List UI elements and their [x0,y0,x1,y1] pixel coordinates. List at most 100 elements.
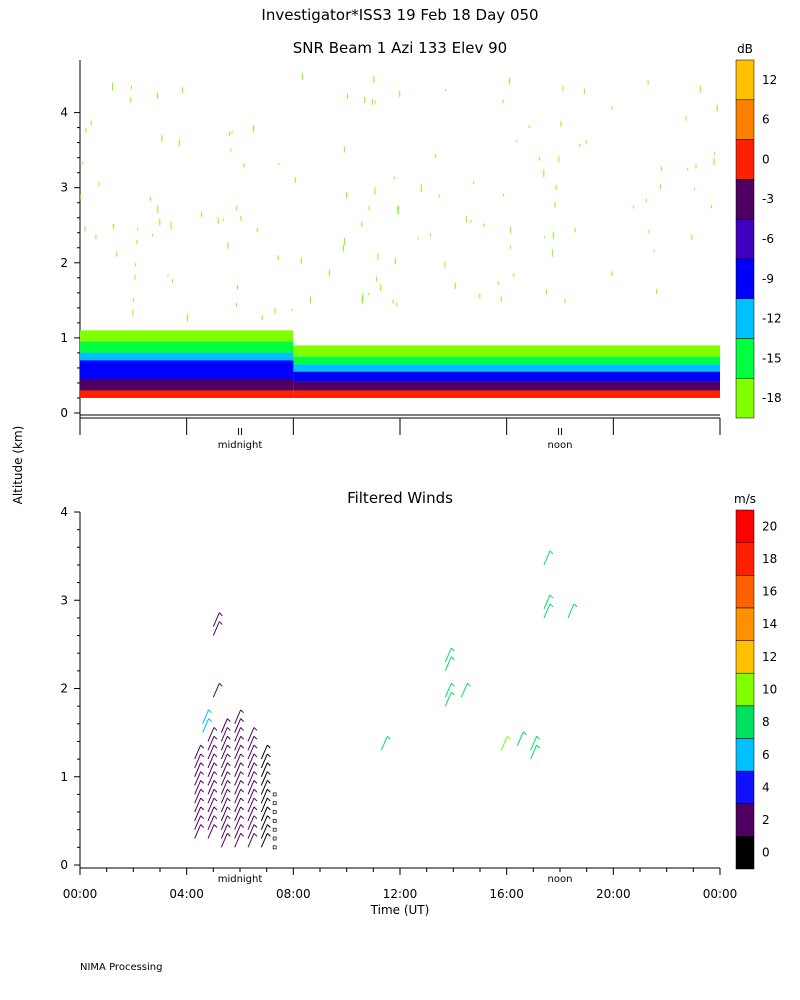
snr-speckle [253,125,255,133]
winds-y-tick-label: 2 [60,682,68,696]
wind-barb-flag [549,550,554,555]
wind-barb [194,744,202,760]
wind-barb [260,824,268,839]
wind-barb [260,797,268,813]
wind-barb-flag [218,621,223,625]
x-axis-label: Time (UT) [370,903,430,917]
wind-calm-marker [272,792,277,797]
snr-layer [293,371,720,382]
wind-barb [194,797,202,813]
snr-speckle [170,221,172,230]
wind-barb [212,612,220,627]
snr-speckle [543,169,545,178]
snr-speckle [685,116,687,121]
snr-speckle [236,205,238,211]
wind-barb [247,824,255,839]
winds-colorbar-tick: 2 [762,813,770,827]
snr-speckle [156,92,158,99]
snr-speckle [430,233,432,237]
winds-x-tick-label: 04:00 [169,887,204,901]
snr-colorbar-cell [735,59,755,101]
snr-speckle [294,177,296,183]
wind-barb [234,709,242,724]
winds-colorbar-tick: 14 [762,617,777,631]
winds-colorbar-tick: 8 [762,715,770,729]
snr-speckle [660,166,662,172]
winds-plot: 0 1 2 3 4 00:00 04:00 08:00 12:00 16:00 20:00 00:00… [60,505,737,901]
wind-barb [234,718,242,733]
snr-speckle [301,73,303,81]
wind-barb [202,709,210,724]
snr-speckle [551,249,553,257]
snr-speckle [632,206,634,209]
snr-speckle [713,152,715,155]
wind-barb-flag [208,709,213,714]
snr-speckle [84,226,86,232]
wind-barb-flag [200,806,205,811]
wind-barb [234,824,242,839]
snr-layer-early [80,379,294,391]
wind-barb [260,806,268,822]
wind-barb-flag [226,744,231,749]
snr-speckle [583,88,585,94]
wind-barb-flag [240,771,245,775]
wind-barb [500,736,508,751]
snr-colorbar-tick: 6 [762,113,770,127]
wind-barb [207,815,215,830]
wind-barb-flag [253,744,258,749]
processing-label: NIMA Processing [80,962,162,973]
snr-speckle [438,194,440,198]
snr-speckle [399,90,401,97]
winds-y-tick-label: 3 [60,593,68,607]
wind-barb [247,815,255,830]
wind-barb-flag [226,735,231,740]
wind-barb [207,797,215,813]
wind-barb-flag [253,753,258,758]
snr-speckle [376,276,378,282]
snr-speckle [562,86,564,91]
wind-barb [194,762,202,777]
snr-colorbar-cell [735,179,755,220]
snr-speckle [509,245,511,249]
wind-barb [444,683,452,698]
wind-barb [444,691,452,707]
wind-barb [247,789,255,804]
snr-speckle [230,148,232,152]
snr-speckle [579,143,581,147]
snr-speckle [502,193,504,197]
snr-speckle [374,187,376,195]
snr-speckle [361,221,363,228]
wind-barb-flag [240,718,245,722]
wind-barb [516,731,524,747]
wind-barb [234,789,242,804]
wind-barb-flag [200,815,205,820]
wind-barb [220,789,228,804]
snr-speckle [393,176,395,180]
wind-barb-flag [240,753,245,758]
snr-y-tick-label: 3 [60,181,68,195]
snr-speckle [699,85,701,93]
wind-barb [567,603,575,619]
snr-speckle [368,293,370,296]
winds-colorbar: m/s 0 2 4 6 8 10 12 14 16 18 20 [734,492,777,870]
wind-barb-flag [208,718,213,722]
wind-barb [194,806,202,822]
snr-layer-early [80,360,294,382]
snr-speckle [656,289,658,294]
wind-barb [234,797,242,813]
wind-barb-flag [226,780,231,784]
snr-speckle [157,205,159,213]
snr-speckle [695,164,697,169]
snr-heatmap-plot: 0 1 2 3 4 II midnight II noon [60,60,721,451]
wind-barb [234,753,242,769]
wind-barb-flag [213,771,218,775]
winds-y-tick-label: 0 [60,858,68,872]
wind-barb-flag [213,735,218,740]
snr-speckle [116,251,118,257]
winds-colorbar-tick: 20 [762,519,777,533]
wind-barb [207,727,215,742]
wind-barb-flag [213,780,218,784]
wind-calm-marker [272,810,277,814]
wind-barb [543,550,551,566]
snr-speckle [543,236,545,239]
